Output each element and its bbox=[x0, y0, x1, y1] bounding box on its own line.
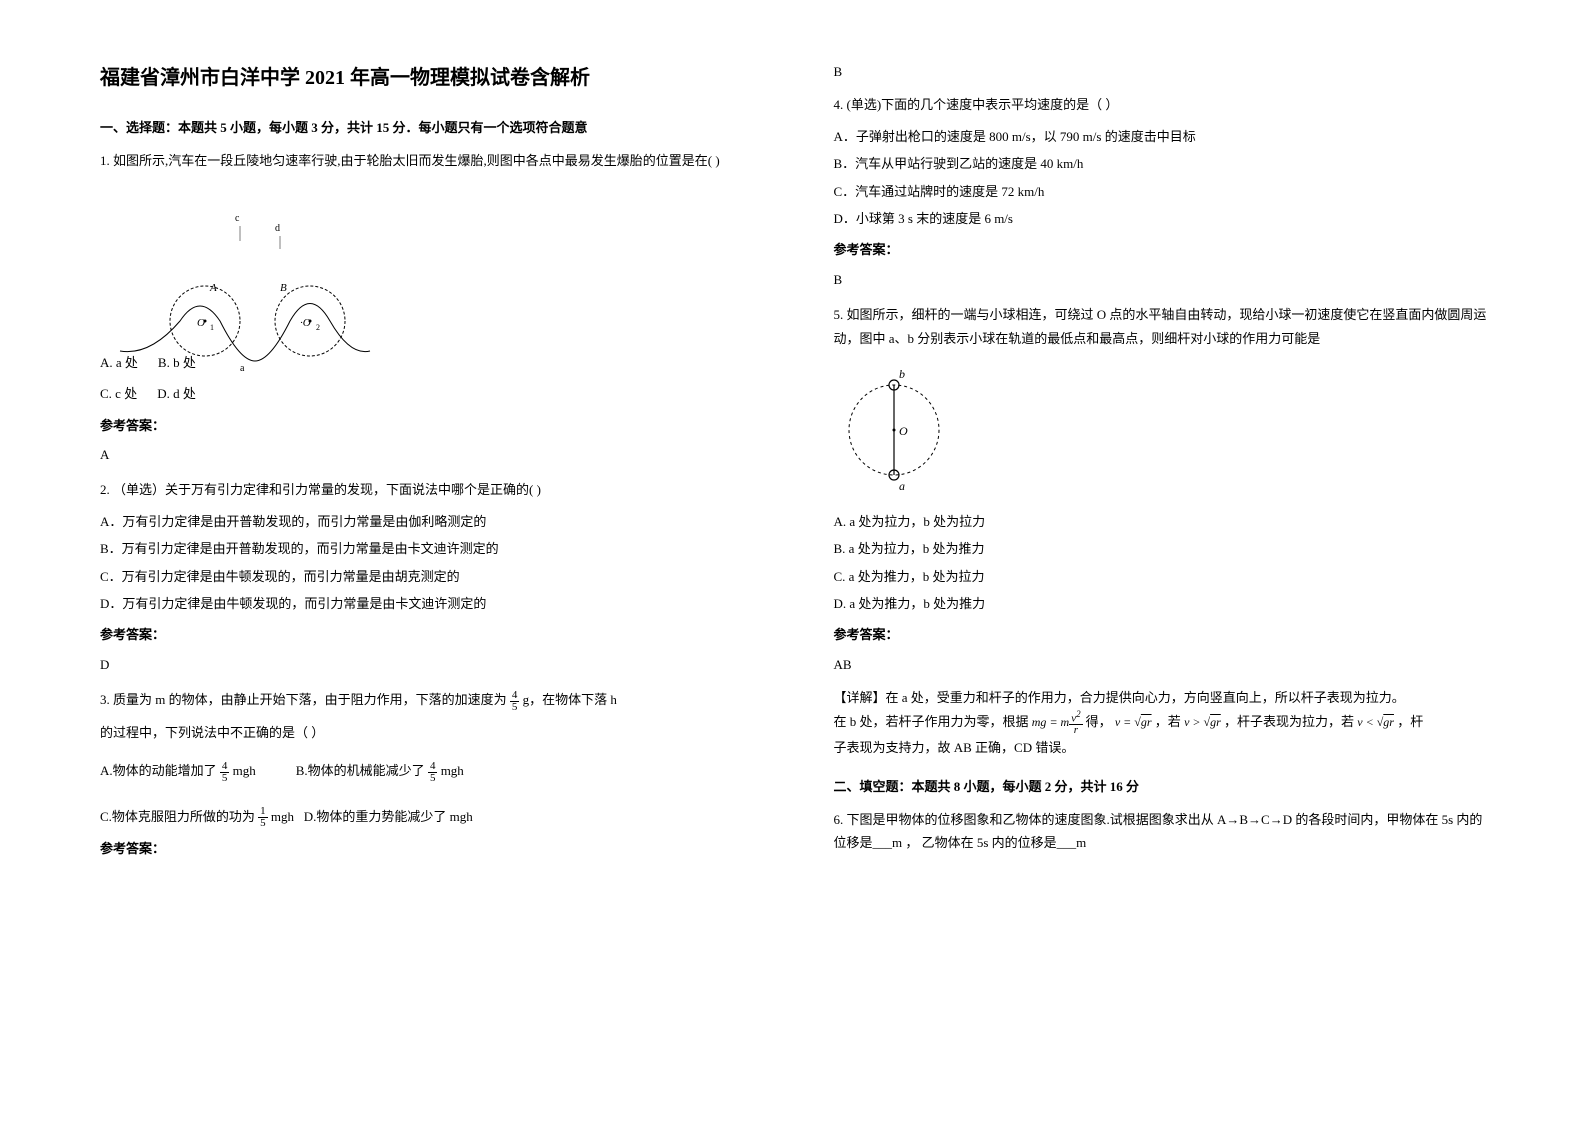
frac-4-5-a: 45 bbox=[510, 690, 520, 713]
frac-4-5-b: 45 bbox=[220, 761, 230, 784]
q5-explain1: 【详解】在 a 处，受重力和杆子的作用力，合力提供向心力，方向竖直向上，所以杆子… bbox=[834, 686, 1488, 709]
q1-optA: A. a 处 bbox=[100, 351, 138, 374]
q1-figure: O 1 ·O 2 A B c d a bbox=[100, 191, 380, 371]
question-6: 6. 下图是甲物体的位移图象和乙物体的速度图象.试根据图象求出从 A→B→C→D… bbox=[834, 808, 1488, 855]
frac-1-5: 15 bbox=[258, 806, 268, 829]
q3-optC: C.物体克服阻力所做的功为 15 mgh bbox=[100, 809, 297, 824]
q2-optA: A．万有引力定律是由开普勒发现的，而引力常量是由伽利略测定的 bbox=[100, 510, 754, 533]
formula-v3: v < √gr bbox=[1357, 715, 1394, 729]
q5-figure: b O a bbox=[834, 360, 954, 500]
q5-optB: B. a 处为拉力，b 处为推力 bbox=[834, 537, 1488, 560]
q3-text: 3. 质量为 m 的物体，由静止开始下落，由于阻力作用，下落的加速度为 45 g… bbox=[100, 688, 754, 713]
formula-v1: v = √gr bbox=[1115, 715, 1152, 729]
left-column: 福建省漳州市白洋中学 2021 年高一物理模拟试卷含解析 一、选择题：本题共 5… bbox=[100, 60, 754, 1062]
q1-answer: A bbox=[100, 443, 754, 466]
q5-explain2: 在 b 处，若杆子作用力为零，根据 mg = mv2r 得， v = √gr ，… bbox=[834, 710, 1488, 737]
question-4: 4. (单选)下面的几个速度中表示平均速度的是（ ） A．子弹射出枪口的速度是 … bbox=[834, 93, 1488, 291]
q2-text: 2. （单选）关于万有引力定律和引力常量的发现，下面说法中哪个是正确的( ) bbox=[100, 478, 754, 501]
q1-answer-label: 参考答案： bbox=[100, 414, 754, 437]
q4-answer: B bbox=[834, 268, 1488, 291]
frac-4-5-c: 45 bbox=[428, 761, 438, 784]
q5-answer-label: 参考答案： bbox=[834, 623, 1488, 646]
q2-optD: D．万有引力定律是由牛顿发现的，而引力常量是由卡文迪许测定的 bbox=[100, 592, 754, 615]
q3-text2: g，在物体下落 h bbox=[523, 692, 617, 707]
question-5: 5. 如图所示，细杆的一端与小球相连，可绕过 O 点的水平轴自由转动，现给小球一… bbox=[834, 303, 1488, 760]
q5-text: 5. 如图所示，细杆的一端与小球相连，可绕过 O 点的水平轴自由转动，现给小球一… bbox=[834, 303, 1488, 350]
q1-optB: B. b 处 bbox=[158, 351, 196, 374]
q6-text: 6. 下图是甲物体的位移图象和乙物体的速度图象.试根据图象求出从 A→B→C→D… bbox=[834, 808, 1488, 855]
question-1: 1. 如图所示,汽车在一段丘陵地匀速率行驶,由于轮胎太旧而发生爆胎,则图中各点中… bbox=[100, 149, 754, 466]
q5-answer: AB bbox=[834, 653, 1488, 676]
formula-v2: v > √gr bbox=[1184, 715, 1221, 729]
q4-optC: C．汽车通过站牌时的速度是 72 km/h bbox=[834, 180, 1488, 203]
q3-optA: A.物体的动能增加了 45 mgh bbox=[100, 759, 256, 784]
section1-header: 一、选择题：本题共 5 小题，每小题 3 分，共计 15 分．每小题只有一个选项… bbox=[100, 116, 754, 139]
svg-text:·O: ·O bbox=[300, 317, 311, 329]
svg-text:A: A bbox=[209, 282, 217, 294]
svg-text:O: O bbox=[899, 424, 908, 438]
svg-text:c: c bbox=[235, 213, 240, 224]
q3-text1: 3. 质量为 m 的物体，由静止开始下落，由于阻力作用，下落的加速度为 bbox=[100, 692, 507, 707]
question-2: 2. （单选）关于万有引力定律和引力常量的发现，下面说法中哪个是正确的( ) A… bbox=[100, 478, 754, 676]
svg-text:b: b bbox=[899, 367, 905, 381]
q3-row-ab: A.物体的动能增加了 45 mgh B.物体的机械能减少了 45 mgh bbox=[100, 759, 754, 784]
formula-mg: mg = mv2r bbox=[1032, 715, 1086, 729]
q5-explain3: 子表现为支持力，故 AB 正确，CD 错误。 bbox=[834, 736, 1488, 759]
q4-optA: A．子弹射出枪口的速度是 800 m/s，以 790 m/s 的速度击中目标 bbox=[834, 125, 1488, 148]
q4-text: 4. (单选)下面的几个速度中表示平均速度的是（ ） bbox=[834, 93, 1488, 116]
q3-row-cd: C.物体克服阻力所做的功为 15 mgh D.物体的重力势能减少了 mgh bbox=[100, 805, 754, 830]
svg-text:B: B bbox=[280, 282, 287, 294]
svg-text:1: 1 bbox=[210, 323, 214, 332]
q2-answer: D bbox=[100, 653, 754, 676]
q3-optB: B.物体的机械能减少了 45 mgh bbox=[296, 759, 464, 784]
right-column: B 4. (单选)下面的几个速度中表示平均速度的是（ ） A．子弹射出枪口的速度… bbox=[834, 60, 1488, 1062]
svg-text:a: a bbox=[240, 363, 245, 371]
section2-header: 二、填空题：本题共 8 小题，每小题 2 分，共计 16 分 bbox=[834, 775, 1488, 798]
question-3: 3. 质量为 m 的物体，由静止开始下落，由于阻力作用，下落的加速度为 45 g… bbox=[100, 688, 754, 860]
q2-optC: C．万有引力定律是由牛顿发现的，而引力常量是由胡克测定的 bbox=[100, 565, 754, 588]
svg-text:O: O bbox=[197, 317, 205, 329]
q5-optD: D. a 处为推力，b 处为推力 bbox=[834, 592, 1488, 615]
svg-text:d: d bbox=[275, 223, 280, 234]
page-title: 福建省漳州市白洋中学 2021 年高一物理模拟试卷含解析 bbox=[100, 60, 754, 96]
q1-optC: C. c 处 bbox=[100, 382, 137, 405]
q2-optB: B．万有引力定律是由开普勒发现的，而引力常量是由卡文迪许测定的 bbox=[100, 537, 754, 560]
q1-text: 1. 如图所示,汽车在一段丘陵地匀速率行驶,由于轮胎太旧而发生爆胎,则图中各点中… bbox=[100, 149, 754, 172]
q3-answer-label: 参考答案： bbox=[100, 837, 754, 860]
svg-text:a: a bbox=[899, 479, 905, 493]
q3-optD: D.物体的重力势能减少了 mgh bbox=[304, 809, 473, 824]
q5-optC: C. a 处为推力，b 处为拉力 bbox=[834, 565, 1488, 588]
q1-optD: D. d 处 bbox=[157, 382, 196, 405]
q5-optA: A. a 处为拉力，b 处为拉力 bbox=[834, 510, 1488, 533]
q2-answer-label: 参考答案： bbox=[100, 623, 754, 646]
q4-optD: D．小球第 3 s 末的速度是 6 m/s bbox=[834, 207, 1488, 230]
q4-optB: B．汽车从甲站行驶到乙站的速度是 40 km/h bbox=[834, 152, 1488, 175]
q3-text3: 的过程中，下列说法中不正确的是（ ） bbox=[100, 721, 754, 744]
q3-answer: B bbox=[834, 60, 1488, 83]
q4-answer-label: 参考答案： bbox=[834, 238, 1488, 261]
svg-text:2: 2 bbox=[316, 323, 320, 332]
